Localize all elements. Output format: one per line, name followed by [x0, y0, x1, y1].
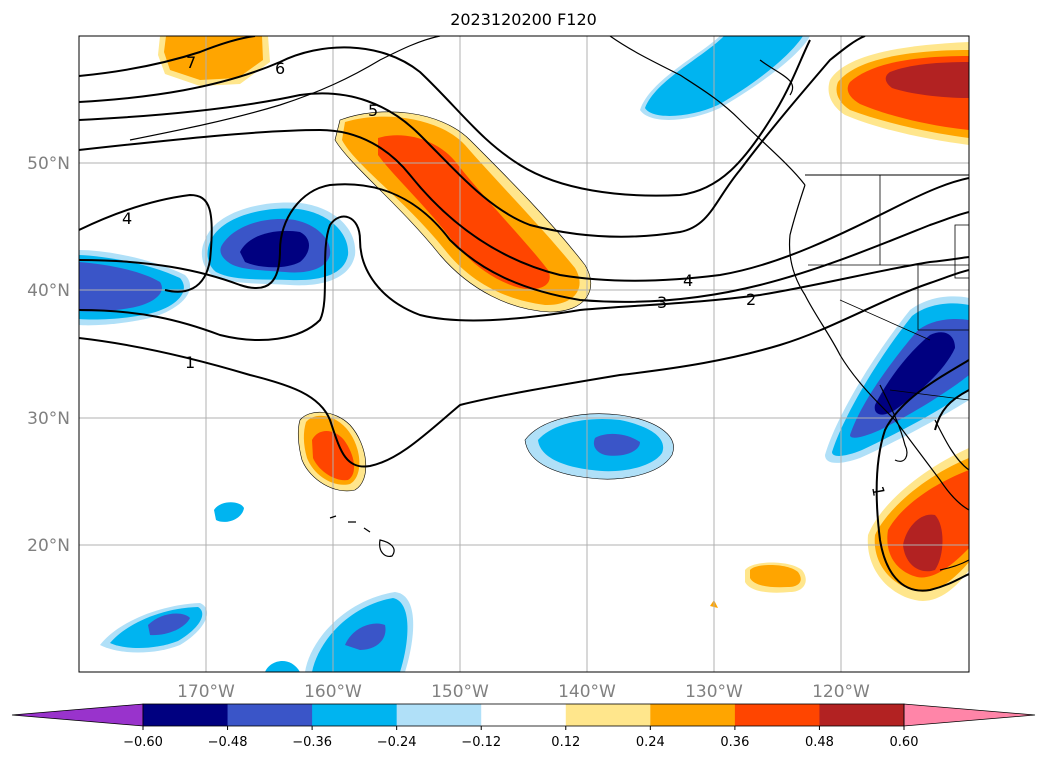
contour-label: 6 — [275, 59, 285, 78]
colorbar-tick-label: −0.24 — [377, 735, 417, 750]
colorbar-tick-label: −0.12 — [461, 735, 501, 750]
colorbar-segment — [734, 704, 820, 726]
colorbar-segment — [819, 704, 905, 726]
map-title: 2023120200 F120 — [450, 10, 597, 29]
longitude-labels: 170°W 160°W 150°W 140°W 130°W 120°W — [177, 682, 870, 702]
colorbar-tick-label: 0.12 — [551, 735, 580, 750]
lat-label: 40°N — [27, 281, 70, 301]
lon-label: 160°W — [304, 682, 362, 702]
contour-label: 2 — [746, 290, 756, 309]
colorbar-tick-label: 0.24 — [636, 735, 665, 750]
anomaly-positive-hawaii — [298, 412, 366, 491]
contour-label: 4 — [683, 271, 693, 290]
latitude-labels: 50°N 40°N 30°N 20°N — [27, 154, 70, 556]
contour-label: 4 — [122, 209, 132, 228]
anomaly-negative-far-west — [79, 250, 191, 326]
lon-label: 170°W — [177, 682, 235, 702]
lon-label: 140°W — [558, 682, 616, 702]
colorbar-segment — [312, 704, 398, 726]
map-content — [79, 36, 969, 672]
colorbar-tick-label: 0.60 — [890, 735, 919, 750]
lon-label: 120°W — [812, 682, 870, 702]
colorbar-segment — [481, 704, 567, 726]
anomaly-positive-small — [710, 562, 806, 608]
contour-label: 7 — [186, 53, 196, 72]
colorbar-segment — [396, 704, 482, 726]
height-contours — [79, 36, 969, 592]
map-area — [79, 36, 969, 672]
contour-label: 1 — [185, 353, 195, 372]
anomaly-negative-west — [201, 202, 356, 286]
contour-label: 1 — [868, 485, 888, 498]
anomaly-negative-central — [525, 413, 674, 480]
colorbar-segment — [143, 704, 229, 726]
colorbar-tick-label: 0.36 — [720, 735, 749, 750]
colorbar-extend-low — [11, 703, 144, 727]
colorbar-tick-label: −0.48 — [208, 735, 248, 750]
colorbar-tick-label: −0.36 — [292, 735, 332, 750]
colorbar: −0.60 −0.48 −0.36 −0.24 −0.12 0.12 0.24 0.36 0.4… — [11, 703, 1036, 750]
gridlines — [79, 36, 969, 672]
anomaly-positive-nw — [158, 36, 270, 86]
colorbar-extend-high — [903, 703, 1036, 727]
anomaly-outline — [297, 111, 674, 492]
colorbar-tick-label: −0.60 — [123, 735, 163, 750]
anomaly-negative-alaska — [640, 36, 810, 120]
map-frame — [78, 35, 970, 673]
anomaly-positive-ne — [828, 42, 969, 145]
contour-label: 5 — [368, 101, 378, 120]
lat-label: 20°N — [27, 536, 70, 556]
anomaly-negative-south — [100, 502, 414, 672]
coastlines — [129, 36, 969, 571]
lat-label: 30°N — [27, 409, 70, 429]
lon-label: 130°W — [685, 682, 743, 702]
colorbar-frame — [142, 703, 905, 727]
lon-label: 150°W — [431, 682, 489, 702]
contour-labels: 7 6 5 4 4 3 2 1 1 — [122, 53, 889, 498]
colorbar-tick-label: 0.48 — [805, 735, 834, 750]
colorbar-segment — [650, 704, 736, 726]
contour-label: 3 — [657, 293, 667, 312]
colorbar-segment — [227, 704, 313, 726]
lat-label: 50°N — [27, 154, 70, 174]
colorbar-segment — [565, 704, 651, 726]
